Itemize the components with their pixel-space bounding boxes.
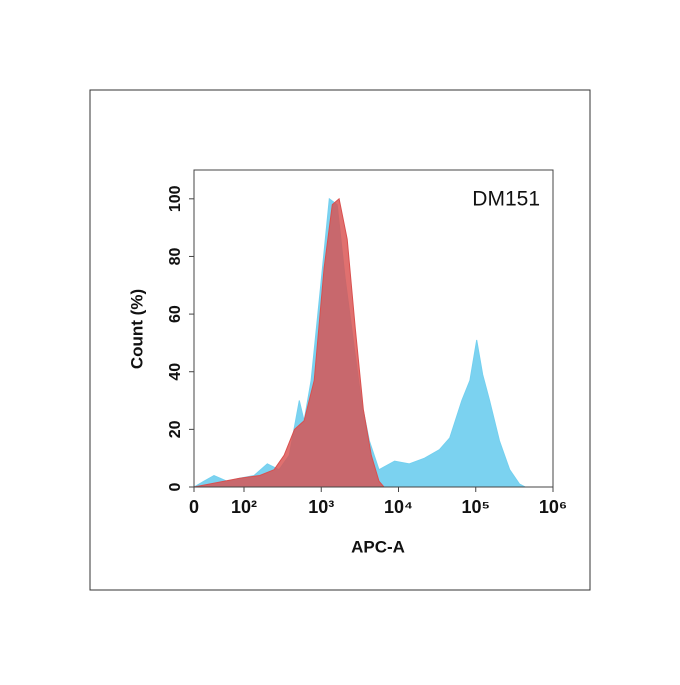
histogram-area <box>193 197 386 488</box>
y-axis-label: Count (%) <box>127 289 146 369</box>
outer-frame <box>89 89 591 591</box>
x-tick-label: 10⁴ <box>384 497 413 517</box>
x-tick-label: 10³ <box>308 497 334 517</box>
x-tick-label: 10⁶ <box>539 497 567 517</box>
x-axis-label: APC-A <box>351 537 405 556</box>
y-tick-label: 20 <box>167 420 184 438</box>
y-tick-label: 80 <box>167 247 184 265</box>
y-tick-label: 40 <box>167 363 184 381</box>
y-tick-label: 60 <box>167 305 184 323</box>
x-tick-label: 10² <box>231 497 257 517</box>
plot-frame <box>193 169 554 488</box>
y-tick-label: 100 <box>167 185 184 212</box>
x-tick-label: 0 <box>189 497 199 517</box>
chart-title: DM151 <box>472 188 540 211</box>
y-tick-label: 0 <box>167 482 184 491</box>
x-tick-label: 10⁵ <box>462 497 490 517</box>
